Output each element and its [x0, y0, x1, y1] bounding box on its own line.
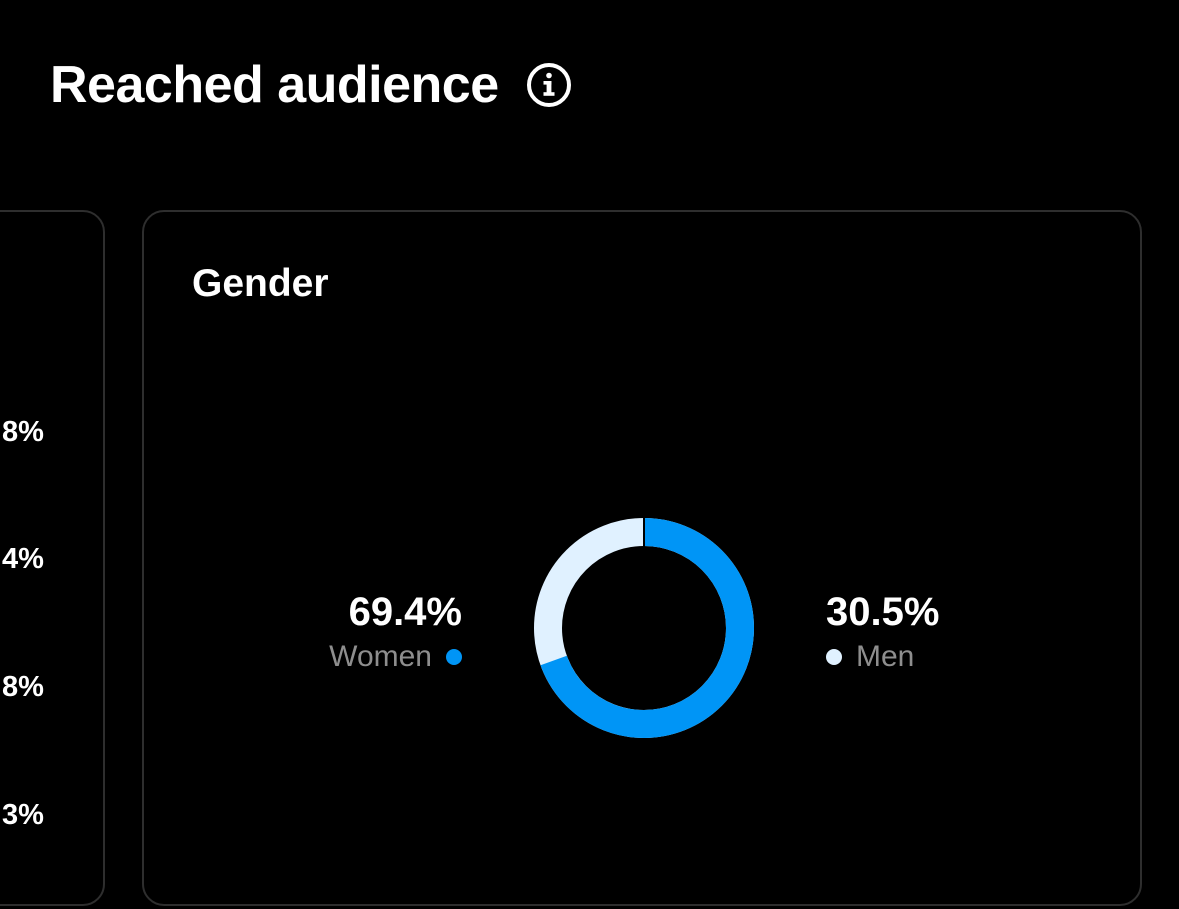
- age-range-percentage: 4%: [2, 543, 44, 575]
- age-range-percentage: 8%: [2, 416, 44, 448]
- men-legend: Men: [826, 640, 939, 674]
- section-header: Reached audience: [50, 52, 573, 118]
- gender-donut-chart: [534, 517, 754, 738]
- gender-card: Gender 69.4% Women 30.5% Men: [142, 210, 1142, 906]
- women-legend: Women: [329, 640, 462, 674]
- women-legend-dot: [446, 649, 462, 665]
- info-circle-icon: [526, 63, 571, 107]
- men-stat: 30.5% Men: [826, 590, 939, 674]
- women-percentage: 69.4%: [348, 590, 462, 634]
- women-stat: 69.4% Women: [329, 590, 462, 674]
- men-legend-dot: [826, 649, 842, 665]
- gender-card-title: Gender: [192, 262, 329, 305]
- age-range-percentage: 8%: [2, 671, 44, 703]
- info-icon[interactable]: [525, 61, 573, 109]
- women-label: Women: [329, 640, 432, 673]
- men-label: Men: [856, 640, 915, 673]
- age-range-card: 8% 4% 8% 3%: [0, 210, 105, 906]
- age-range-percentage: 3%: [2, 799, 44, 831]
- men-percentage: 30.5%: [826, 590, 940, 634]
- section-title: Reached audience: [50, 56, 499, 114]
